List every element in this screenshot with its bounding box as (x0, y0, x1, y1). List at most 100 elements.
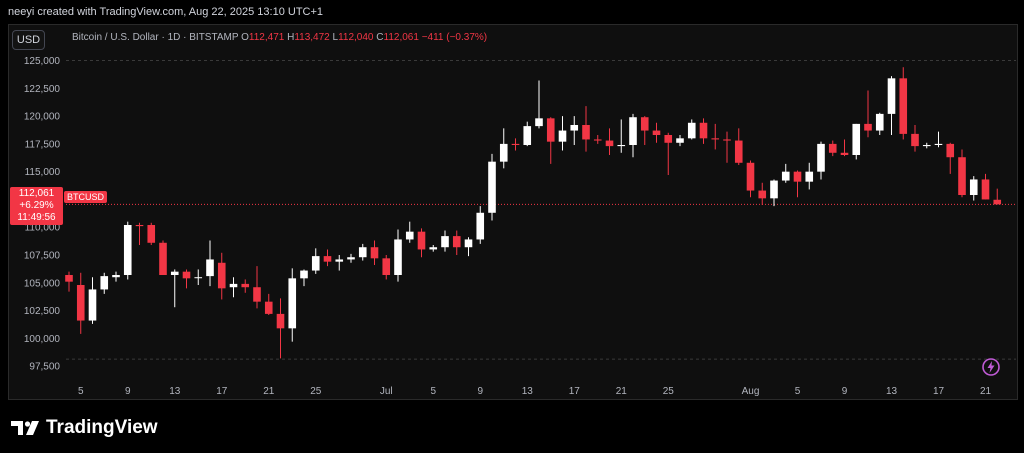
candle-body (347, 257, 355, 260)
candle-body (264, 301, 273, 314)
candle-body (394, 239, 402, 275)
candle-body (746, 162, 755, 191)
candle-body (217, 262, 226, 289)
candle-body (887, 78, 896, 114)
tradingview-logo-icon (11, 421, 39, 435)
candle-body (358, 247, 367, 258)
candle-body (922, 145, 931, 147)
candle-body (687, 122, 696, 139)
candle-body (946, 143, 955, 158)
candle-body (370, 247, 379, 259)
x-tick-label: 21 (980, 386, 992, 397)
created-with-caption: neeyi created with TradingView.com, Aug … (8, 6, 324, 18)
legend-low-value: 112,040 (338, 32, 374, 43)
candle-body (511, 143, 520, 145)
candle-body (852, 123, 861, 155)
x-tick-label: 25 (663, 386, 675, 397)
x-tick-label: 9 (125, 386, 131, 397)
candle-body (65, 275, 73, 282)
y-tick-label: 110,000 (25, 223, 61, 234)
candle-body (300, 270, 308, 279)
legend-low-label: L (332, 32, 339, 43)
x-tick-label: 9 (477, 386, 483, 397)
candle-body (241, 283, 250, 288)
candle-body (840, 152, 849, 155)
brand-name: TradingView (46, 417, 158, 438)
x-tick-label: 17 (933, 386, 945, 397)
candle-body (123, 225, 132, 275)
candle-body (276, 313, 285, 329)
x-tick-label: 13 (522, 386, 534, 397)
candle-body (676, 138, 684, 143)
candle-body (76, 285, 85, 321)
candle-body (864, 123, 872, 131)
candle-body (311, 256, 320, 271)
candle-body (194, 277, 203, 279)
y-tick-label: 100,000 (24, 334, 61, 345)
candle-body (499, 143, 508, 162)
candle-body (476, 212, 485, 240)
symbol-legend: Bitcoin / U.S. Dollar · 1D · BITSTAMP O1… (72, 32, 487, 43)
last-price-tag: 112,061 +6.29% 11:49:56 (10, 187, 63, 225)
candle-body (112, 275, 120, 278)
x-tick-label: 25 (310, 386, 322, 397)
candle-body (147, 225, 156, 243)
candle-body (417, 231, 426, 250)
x-tick-label: 5 (430, 386, 436, 397)
x-tick-label: 13 (886, 386, 898, 397)
y-tick-label: 107,500 (24, 251, 61, 262)
candle-body (429, 247, 438, 250)
candle-body (523, 126, 532, 145)
legend-change: −411 (−0.37%) (421, 32, 488, 43)
legend-high-value: 113,472 (294, 32, 330, 43)
candle-body (135, 225, 144, 227)
chart-frame[interactable] (8, 24, 1018, 400)
candle-body (229, 283, 238, 288)
x-tick-label: 13 (169, 386, 181, 397)
y-tick-label: 102,500 (24, 306, 61, 317)
candle-body (253, 287, 261, 302)
candle-body (758, 190, 767, 199)
currency-button[interactable]: USD (12, 30, 45, 50)
candle-body (629, 117, 637, 145)
x-tick-label: Aug (742, 386, 760, 397)
candle-body (875, 113, 884, 131)
candle-body (323, 256, 332, 262)
candle-body (805, 171, 814, 182)
y-tick-label: 115,000 (25, 167, 61, 178)
legend-close-label: C (376, 32, 384, 43)
candle-body (182, 271, 191, 279)
x-tick-label: 5 (795, 386, 801, 397)
candle-body (969, 179, 978, 195)
lightning-circle-icon[interactable] (981, 357, 1001, 377)
candle-body (464, 239, 473, 248)
candle-body (452, 236, 461, 248)
tradingview-brand[interactable]: TradingView (10, 417, 158, 439)
bar-countdown: 11:49:56 (17, 212, 56, 223)
legend-high-label: H (287, 32, 295, 43)
y-tick-label: 97,500 (29, 362, 60, 373)
candle-body (899, 78, 908, 134)
candle-body (664, 135, 673, 143)
candle-body (817, 143, 825, 172)
candle-body (981, 179, 990, 200)
candle-body (546, 118, 555, 142)
last-price-change: +6.29% (19, 200, 54, 211)
last-price: 112,061 (18, 188, 55, 199)
candle-body (993, 199, 1002, 205)
candle-body (441, 236, 449, 248)
x-tick-label: 21 (263, 386, 275, 397)
candle-body (488, 161, 496, 213)
y-tick-label: 122,500 (24, 84, 61, 95)
candle-body (535, 118, 543, 127)
legend-open-value: 112,471 (248, 32, 285, 43)
candle-body (958, 157, 966, 195)
legend-open-label: O (241, 32, 249, 43)
legend-close-value: 112,061 (383, 32, 419, 43)
x-tick-label: 17 (569, 386, 581, 397)
candle-body (828, 143, 837, 153)
candle-body (335, 259, 344, 262)
candle-body (711, 138, 720, 140)
y-tick-label: 117,500 (25, 139, 61, 150)
